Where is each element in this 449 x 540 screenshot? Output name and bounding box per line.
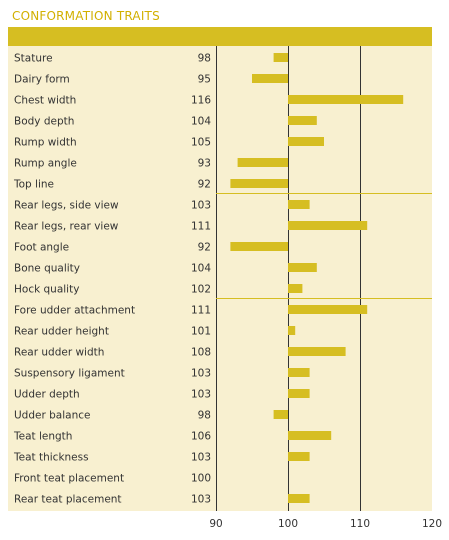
trait-value-rump-angle: 93 <box>198 158 211 170</box>
trait-label-rear-legs-rear-view: Rear legs, rear view <box>14 221 119 233</box>
trait-label-rump-angle: Rump angle <box>14 158 77 170</box>
bar-fore-udder-attachment <box>288 305 368 314</box>
bar-udder-balance <box>273 410 288 419</box>
trait-label-hock-quality: Hock quality <box>14 284 79 296</box>
x-tick-label-120: 120 <box>422 518 442 530</box>
trait-label-rump-width: Rump width <box>14 137 77 149</box>
trait-label-udder-depth: Udder depth <box>14 389 80 401</box>
trait-label-top-line: Top line <box>13 179 54 191</box>
trait-value-chest-width: 116 <box>191 95 211 107</box>
trait-value-bone-quality: 104 <box>191 263 211 275</box>
bar-udder-depth <box>288 389 310 398</box>
x-tick-label-110: 110 <box>350 518 370 530</box>
trait-values: 98 95 116 104 105 93 92 103 111 92 104 102 111 101 108… <box>191 53 211 506</box>
trait-value-teat-length: 106 <box>191 431 211 443</box>
trait-value-suspensory-ligament: 103 <box>191 368 211 380</box>
trait-value-fore-udder-attachment: 111 <box>191 305 211 317</box>
bar-rump-angle <box>237 158 288 167</box>
bar-rear-legs-rear-view <box>288 221 368 230</box>
trait-value-front-teat-placement: 100 <box>191 473 211 485</box>
x-axis-ticks: 90 100 110 120 <box>209 518 442 530</box>
trait-label-teat-thickness: Teat thickness <box>13 452 89 464</box>
trait-label-body-depth: Body depth <box>14 116 74 128</box>
bar-teat-thickness <box>288 452 310 461</box>
x-tick-label-90: 90 <box>209 518 222 530</box>
trait-value-rear-legs-side-view: 103 <box>191 200 211 212</box>
trait-value-rear-legs-rear-view: 111 <box>191 221 211 233</box>
trait-label-rear-udder-height: Rear udder height <box>14 326 109 338</box>
trait-value-udder-depth: 103 <box>191 389 211 401</box>
trait-value-dairy-form: 95 <box>198 74 211 86</box>
trait-label-dairy-form: Dairy form <box>14 74 70 86</box>
trait-value-foot-angle: 92 <box>198 242 211 254</box>
trait-value-udder-balance: 98 <box>198 410 211 422</box>
trait-label-fore-udder-attachment: Fore udder attachment <box>14 305 135 317</box>
trait-label-teat-length: Teat length <box>13 431 72 443</box>
trait-value-body-depth: 104 <box>191 116 211 128</box>
trait-label-rear-teat-placement: Rear teat placement <box>14 494 122 506</box>
trait-label-rear-legs-side-view: Rear legs, side view <box>14 200 119 212</box>
trait-label-chest-width: Chest width <box>14 95 76 107</box>
trait-label-rear-udder-width: Rear udder width <box>14 347 104 359</box>
trait-value-rump-width: 105 <box>191 137 211 149</box>
trait-label-suspensory-ligament: Suspensory ligament <box>14 368 125 380</box>
trait-value-rear-udder-height: 101 <box>191 326 211 338</box>
bar-body-depth <box>288 116 317 125</box>
bar-foot-angle <box>230 242 288 251</box>
bar-dairy-form <box>252 74 288 83</box>
bar-stature <box>273 53 288 62</box>
bar-teat-length <box>288 431 332 440</box>
bar-rear-teat-placement <box>288 494 310 503</box>
bar-rump-width <box>288 137 324 146</box>
bar-chest-width <box>288 95 404 104</box>
chart-title: CONFORMATION TRAITS <box>12 9 160 23</box>
x-tick-label-100: 100 <box>278 518 298 530</box>
trait-label-stature: Stature <box>14 53 53 65</box>
bar-top-line <box>230 179 288 188</box>
plot-background <box>8 46 432 511</box>
trait-value-stature: 98 <box>198 53 211 65</box>
header-band <box>8 27 432 46</box>
trait-value-rear-udder-width: 108 <box>191 347 211 359</box>
bar-rear-udder-width <box>288 347 346 356</box>
trait-value-teat-thickness: 103 <box>191 452 211 464</box>
trait-value-hock-quality: 102 <box>191 284 211 296</box>
bars <box>230 53 404 503</box>
trait-value-rear-teat-placement: 103 <box>191 494 211 506</box>
trait-value-top-line: 92 <box>198 179 211 191</box>
trait-labels: Stature Dairy form Chest width Body depth Ru… <box>13 53 135 506</box>
bar-rear-udder-height <box>288 326 296 335</box>
trait-label-foot-angle: Foot angle <box>14 242 69 254</box>
trait-label-bone-quality: Bone quality <box>14 263 80 275</box>
group-dividers <box>216 193 432 299</box>
trait-label-udder-balance: Udder balance <box>14 410 90 422</box>
bar-hock-quality <box>288 284 303 293</box>
trait-label-front-teat-placement: Front teat placement <box>14 473 124 485</box>
bar-bone-quality <box>288 263 317 272</box>
bar-suspensory-ligament <box>288 368 310 377</box>
bar-rear-legs-side-view <box>288 200 310 209</box>
